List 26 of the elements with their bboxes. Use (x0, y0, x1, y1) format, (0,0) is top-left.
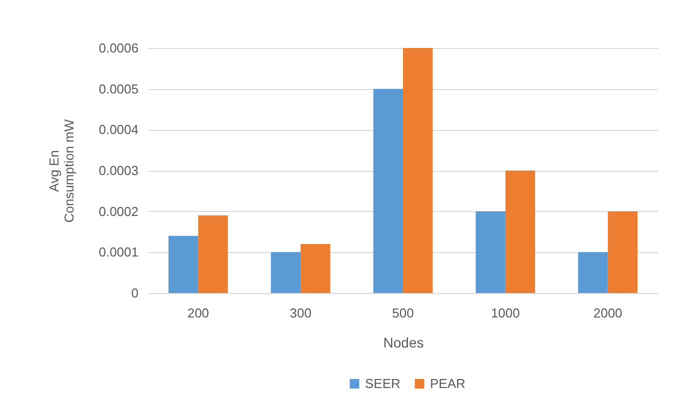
y-tick-label: 0 (131, 286, 138, 300)
bar (608, 211, 638, 293)
y-tick-label: 0.0005 (98, 81, 138, 96)
bar (198, 215, 228, 293)
x-tick-label: 300 (290, 306, 312, 320)
bar (168, 236, 198, 293)
x-tick-label: 1000 (490, 306, 520, 320)
y-axis-title: Avg En Consumption mW (46, 118, 77, 223)
y-tick-label: 0.0006 (98, 40, 138, 56)
bar (373, 88, 403, 293)
y-tick-label: 0.0003 (98, 163, 138, 178)
x-axis-title: Nodes (383, 334, 424, 350)
bar (300, 244, 330, 293)
x-tick-label: 200 (187, 306, 210, 320)
legend-label: PEAR (430, 376, 466, 391)
y-tick-label: 0.0001 (98, 244, 138, 260)
y-tick-label: 0.0004 (98, 122, 138, 138)
bar (505, 170, 536, 293)
y-tick-label: 0.0002 (98, 204, 138, 219)
bar (578, 252, 608, 293)
bar (403, 48, 433, 293)
legend-label: SEER (365, 376, 400, 391)
bar (476, 211, 506, 293)
x-tick-label: 500 (392, 306, 414, 320)
x-tick-label: 2000 (593, 306, 622, 320)
bar (270, 252, 301, 293)
